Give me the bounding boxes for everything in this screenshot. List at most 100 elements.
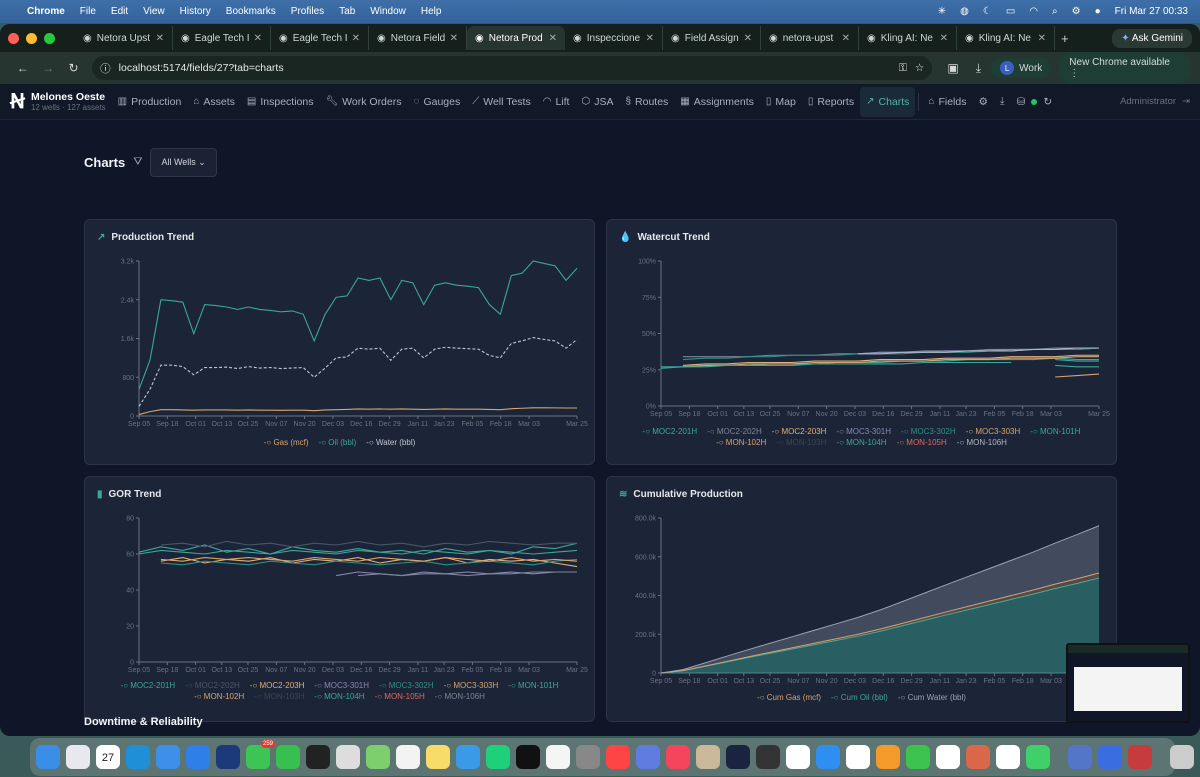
close-tab-icon[interactable]: ✕ — [1037, 32, 1046, 44]
legend-item[interactable]: -○ Water (bbl) — [366, 438, 415, 447]
legend-item[interactable]: -○ MON-106H — [435, 692, 485, 701]
sparkle-status-icon[interactable]: ✳ — [937, 6, 947, 17]
menu-window[interactable]: Window — [370, 6, 406, 17]
legend-item[interactable]: -○ MOC3-301H — [314, 681, 369, 690]
dock-disk-utility-icon[interactable] — [1068, 745, 1092, 769]
nav-jsa[interactable]: ⬡ JSA — [575, 87, 619, 117]
new-tab-button[interactable]: + — [1061, 30, 1069, 46]
dock-simulator-icon[interactable] — [636, 745, 660, 769]
dock-system-settings-icon[interactable] — [576, 745, 600, 769]
legend-item[interactable]: -○ Oil (bbl) — [319, 438, 357, 447]
dock-apple-tv-icon[interactable] — [516, 745, 540, 769]
close-window-button[interactable] — [8, 32, 19, 44]
close-tab-icon[interactable]: ✕ — [548, 32, 557, 44]
legend-item[interactable]: -○ MOC3-303H — [444, 681, 499, 690]
browser-tab[interactable]: ◉ Eagle Tech I ✕ — [271, 26, 369, 50]
battery-icon[interactable]: ▭ — [1005, 6, 1016, 17]
browser-tab[interactable]: ◉ Field Assign ✕ — [663, 26, 761, 50]
nav-well-tests[interactable]: ⟋ Well Tests — [466, 87, 536, 117]
dock-app-store-icon[interactable] — [186, 745, 210, 769]
well-filter-select[interactable]: All Wells ⌄ — [150, 148, 217, 177]
moon-icon[interactable]: ☾ — [982, 6, 992, 17]
dock-reminders-icon[interactable] — [546, 745, 570, 769]
dock-messages-icon[interactable]: 259 — [246, 740, 275, 769]
legend-item[interactable]: -○ MOC3-302H — [379, 681, 434, 690]
sync-icon[interactable]: ↻ — [1043, 95, 1053, 108]
nav-assets[interactable]: ⌂ Assets — [187, 87, 241, 117]
dock-arc-icon[interactable] — [726, 745, 750, 769]
legend-item[interactable]: -○ MOC3-303H — [966, 427, 1021, 436]
close-tab-icon[interactable]: ✕ — [743, 32, 752, 44]
nav-reports[interactable]: ▯ Reports — [802, 87, 860, 117]
settings-icon[interactable]: ⚙ — [978, 95, 988, 108]
dock-maps-icon[interactable] — [366, 745, 390, 769]
menu-profiles[interactable]: Profiles — [290, 6, 325, 17]
nav-map[interactable]: ▯ Map — [760, 87, 802, 117]
legend-item[interactable]: -○ MON-101H — [508, 681, 558, 690]
dock-numbers-icon[interactable] — [906, 745, 930, 769]
menu-history[interactable]: History — [179, 6, 211, 17]
dock-stickies-icon[interactable] — [756, 745, 780, 769]
siri-icon[interactable]: ● — [1094, 6, 1101, 17]
browser-tab[interactable]: ◉ Kling AI: Ne ✕ — [859, 26, 957, 50]
legend-item[interactable]: -○ MOC2-203H — [250, 681, 305, 690]
nav-gauges[interactable]: ◌ Gauges — [408, 87, 467, 117]
legend-item[interactable]: -○ MON-101H — [1030, 427, 1080, 436]
dock-edge-icon[interactable] — [126, 745, 150, 769]
menu-help[interactable]: Help — [420, 6, 442, 17]
menu-app-name[interactable]: Chrome — [27, 6, 65, 17]
close-tab-icon[interactable]: ✕ — [841, 32, 850, 44]
dock-terminal-icon[interactable] — [306, 745, 330, 769]
close-tab-icon[interactable]: ✕ — [155, 32, 164, 44]
nav-production[interactable]: ▥ Production — [112, 87, 188, 117]
wifi-icon[interactable]: ◠ — [1029, 6, 1038, 17]
password-key-icon[interactable]: ⚿ — [898, 61, 907, 74]
legend-item[interactable]: -○ MON-103H — [776, 438, 826, 447]
legend-item[interactable]: -○ Gas (mcf) — [264, 438, 309, 447]
minimize-window-button[interactable] — [26, 32, 37, 44]
browser-tab[interactable]: ◉ Netora Field ✕ — [369, 26, 467, 50]
dock-windows-app-icon[interactable] — [336, 745, 360, 769]
browser-tab[interactable]: ◉ netora-upst ✕ — [761, 26, 859, 50]
menu-tab[interactable]: Tab — [339, 6, 356, 17]
dock-calendar-icon[interactable]: 27 — [96, 745, 120, 769]
profile-button[interactable]: L Work — [991, 58, 1052, 78]
legend-item[interactable]: -○ MOC2-203H — [772, 427, 827, 436]
field-brand[interactable]: Ꞥ Melones Oeste 12 wells · 127 assets — [10, 89, 106, 114]
legend-item[interactable]: -○ MON-104H — [836, 438, 886, 447]
nav-inspections[interactable]: ▤ Inspections — [241, 87, 320, 117]
legend-item[interactable]: -○ MOC3-302H — [901, 427, 956, 436]
menu-view[interactable]: View — [143, 6, 165, 17]
dock-finder-icon[interactable] — [36, 745, 60, 769]
zoom-window-button[interactable] — [44, 32, 55, 44]
dock-telegram-like-icon[interactable] — [216, 745, 240, 769]
legend-item[interactable]: -○ MON-105H — [897, 438, 947, 447]
spotlight-search-icon[interactable]: ⌕ — [1052, 6, 1058, 17]
close-tab-icon[interactable]: ✕ — [253, 32, 262, 44]
legend-item[interactable]: -○ Cum Water (bbl) — [898, 693, 966, 702]
dock-whatsapp-icon[interactable] — [1026, 745, 1050, 769]
dock-facetime-icon[interactable] — [276, 745, 300, 769]
nav-routes[interactable]: § Routes — [619, 87, 674, 117]
dock-music-icon[interactable] — [666, 745, 690, 769]
legend-item[interactable]: -○ Cum Gas (mcf) — [757, 693, 821, 702]
dock-chrome-canary-icon[interactable] — [846, 745, 870, 769]
legend-item[interactable]: -○ MON-104H — [314, 692, 364, 701]
browser-tab[interactable]: ◉ Eagle Tech I ✕ — [173, 26, 271, 50]
browser-tab[interactable]: ◉ Netora Prod ✕ — [467, 26, 565, 50]
legend-item[interactable]: -○ MOC2-201H — [121, 681, 176, 690]
logout-icon[interactable]: ⇥ — [1182, 96, 1190, 107]
legend-item[interactable]: -○ MON-105H — [375, 692, 425, 701]
site-info-icon[interactable]: ⓘ — [100, 62, 111, 75]
menu-bookmarks[interactable]: Bookmarks — [225, 6, 276, 17]
browser-tab[interactable]: ◉ Inspeccione ✕ — [565, 26, 663, 50]
legend-item[interactable]: -○ MON-106H — [957, 438, 1007, 447]
control-center-icon[interactable]: ⚙ — [1071, 6, 1081, 17]
dock-news-icon[interactable] — [606, 745, 630, 769]
back-icon[interactable]: ← — [16, 61, 29, 75]
update-chrome-button[interactable]: New Chrome available ⋮ — [1059, 52, 1191, 84]
legend-item[interactable]: -○ MON-102H — [716, 438, 766, 447]
database-icon[interactable]: ⛁ — [1016, 95, 1026, 108]
dock-claude-icon[interactable] — [966, 745, 990, 769]
close-tab-icon[interactable]: ✕ — [939, 32, 948, 44]
